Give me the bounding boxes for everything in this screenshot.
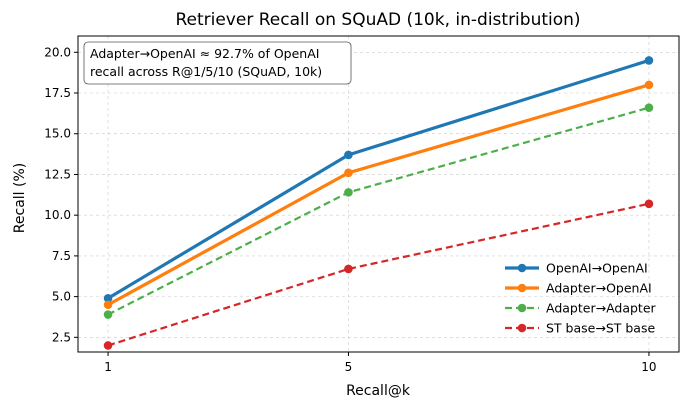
legend-item: Adapter→Adapter [505,301,657,316]
y-axis-label: Recall (%) [12,163,28,233]
data-point [344,150,353,160]
grid-lines [78,36,679,352]
legend: OpenAI→OpenAI Adapter→OpenAI Adapter→Adapt… [505,261,657,336]
annotation-line-2: recall across R@1/5/10 (SQuAD, 10k) [90,64,322,79]
data-point [344,264,353,274]
data-point [344,168,353,178]
annotation-line-1: Adapter→OpenAI ≈ 92.7% of OpenAI [90,46,319,61]
data-point [103,300,113,310]
x-tick-label: 1 [104,360,112,374]
chart-title: Retriever Recall on SQuAD (10k, in-distr… [175,10,580,30]
data-point [644,56,654,65]
y-tick-label: 17.5 [44,86,71,100]
plot-frame [77,35,680,353]
y-tick-label: 5.0 [52,290,71,304]
legend-marker [517,323,527,333]
legend-item: ST base→ST base [505,321,655,336]
data-point [644,103,654,112]
x-tick-label: 5 [345,360,353,374]
x-axis-label: Recall@k [346,383,411,399]
legend-label: Adapter→Adapter [546,301,657,316]
data-point [344,188,353,197]
series-layer [103,56,654,350]
data-point [644,199,654,209]
axis-ticks: 2.5 5.0 7.5 10.0 12.5 15.0 17.5 20.0 1 5 10 [44,45,656,374]
data-point [103,341,113,350]
y-tick-label: 20.0 [44,45,71,59]
y-tick-label: 12.5 [44,167,71,181]
legend-marker [517,263,527,273]
x-tick-label: 10 [641,360,656,374]
legend-label: ST base→ST base [546,321,655,336]
data-point [644,80,654,90]
y-tick-label: 2.5 [52,330,71,344]
legend-item: OpenAI→OpenAI [505,261,648,276]
series-openai-openai [103,56,654,303]
annotation-box: Adapter→OpenAI ≈ 92.7% of OpenAI recall … [83,41,352,85]
y-tick-label: 15.0 [44,127,71,141]
series-adapter-openai [103,80,654,310]
data-point [103,293,113,303]
y-tick-label: 7.5 [52,249,71,263]
series-line [107,202,650,347]
series-adapter-adapter [103,103,654,319]
legend-marker [517,283,527,293]
legend-label: Adapter→OpenAI [546,281,652,296]
annotation-frame [83,41,352,85]
data-point [103,310,113,319]
series-st-base-st-base [103,199,654,350]
legend-item: Adapter→OpenAI [505,281,652,296]
legend-marker [517,303,527,313]
y-tick-label: 10.0 [44,208,71,222]
legend-label: OpenAI→OpenAI [546,261,648,276]
